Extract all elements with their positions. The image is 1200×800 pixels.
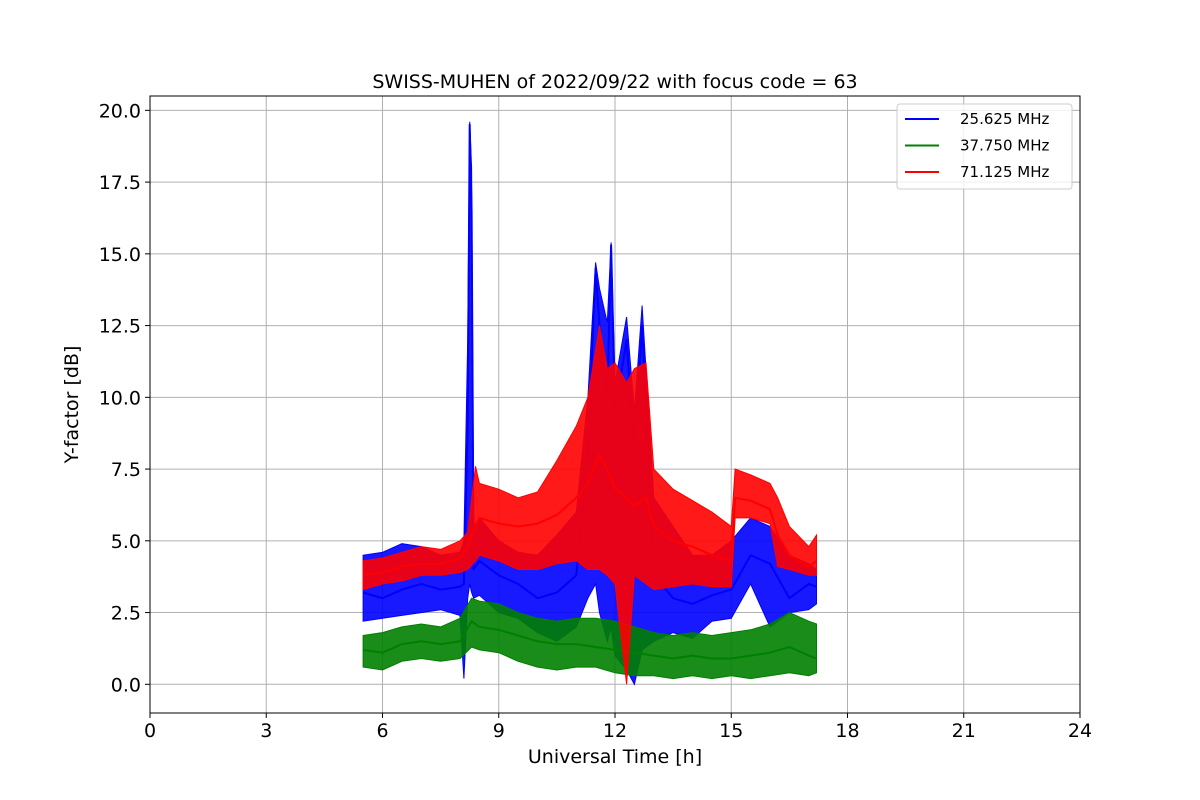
x-tick-label: 9 [493, 720, 505, 742]
series-line [362, 453, 818, 577]
legend-label: 71.125 MHz [960, 163, 1049, 181]
x-tick-label: 21 [952, 720, 976, 742]
x-tick-label: 12 [603, 720, 627, 742]
y-tick-label: 2.5 [111, 603, 141, 625]
legend-label: 25.625 MHz [960, 110, 1049, 128]
x-tick-label: 18 [835, 720, 859, 742]
y-tick-label: 12.5 [99, 316, 141, 338]
series-line [362, 123, 817, 605]
x-tick-label: 0 [144, 720, 156, 742]
x-tick-label: 6 [376, 720, 388, 742]
series-1 [362, 597, 817, 680]
series-envelope [362, 325, 817, 685]
y-axis-label: Y-factor [dB] [61, 346, 83, 465]
x-tick-label: 15 [719, 720, 743, 742]
y-tick-label: 5.0 [111, 531, 141, 553]
y-tick-label: 7.5 [111, 459, 141, 481]
legend-box [896, 103, 1073, 190]
x-tick-label: 3 [260, 720, 272, 742]
series-line [362, 620, 817, 660]
y-tick-label: 15.0 [99, 244, 141, 266]
y-tick-label: 20.0 [99, 100, 141, 122]
y-tick-label: 0.0 [111, 674, 141, 696]
series-envelope [362, 597, 817, 680]
x-tick-label: 24 [1068, 720, 1092, 742]
x-axis-label: Universal Time [h] [528, 746, 702, 768]
y-tick-label: 10.0 [99, 387, 141, 409]
y-tick-label: 17.5 [99, 172, 141, 194]
chart-title: SWISS-MUHEN of 2022/09/22 with focus cod… [372, 71, 857, 93]
ticks: 0 3 6 9 12 15 18 21 24 0.0 2.5 5.0 7.5 10.0 12.5 15.0 17… [99, 100, 1092, 742]
series-2 [362, 325, 818, 685]
legend-label: 37.750 MHz [960, 137, 1049, 155]
series-group [362, 121, 818, 686]
legend: 25.625 MHz 37.750 MHz 71.125 MHz [896, 103, 1073, 190]
